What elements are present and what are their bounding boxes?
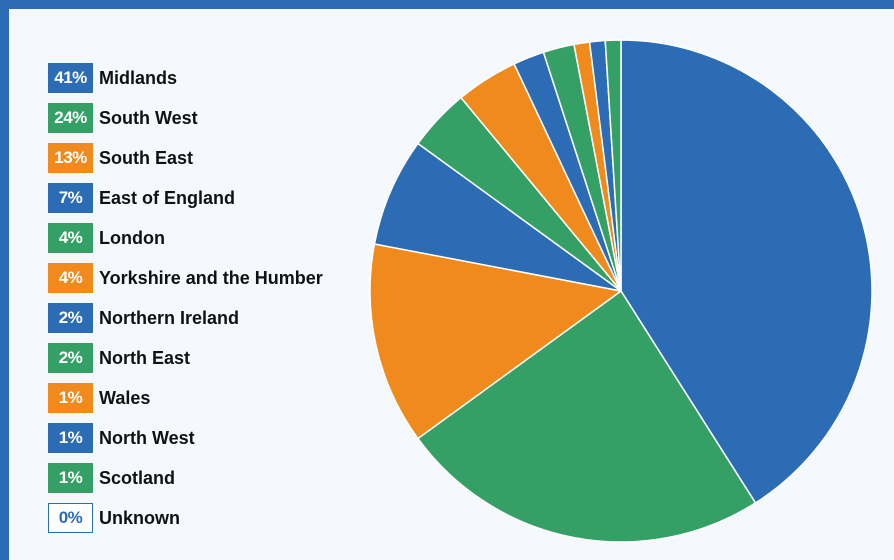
legend-label: Scotland [99,467,176,488]
legend-percentage: 24% [48,103,93,133]
legend-label: North East [99,347,191,368]
legend-item: 4% Yorkshire and the Humber [48,258,323,298]
pie-chart [369,39,873,543]
legend-percentage: 4% [48,263,93,293]
legend-percentage: 4% [48,223,93,253]
legend-percentage: 41% [48,63,93,93]
legend-item: 24% South West [48,98,323,138]
pie-slice-east-of-england [373,142,622,292]
legend-percentage: 1% [48,463,93,493]
legend-item: 41% Midlands [48,58,323,98]
legend-item: 7% East of England [48,178,323,218]
legend-label: Northern Ireland [99,307,240,328]
legend-percentage: 1% [48,423,93,453]
legend-item: 13% South East [48,138,323,178]
legend-label: Yorkshire and the Humber [99,267,323,288]
legend-item: 4% London [48,218,323,258]
legend-percentage: 2% [48,343,93,373]
legend-item: 1% North West [48,418,323,458]
legend-percentage: 2% [48,303,93,333]
pie-slice-scotland [604,39,622,292]
legend-label: North West [99,427,195,448]
legend-label: South East [99,147,194,168]
legend-percentage: 13% [48,143,93,173]
legend-label: London [99,227,165,248]
pie-slice-south-west [417,290,757,543]
legend-label: East of England [99,187,236,208]
legend-label: Unknown [99,507,180,528]
legend-label: South West [99,107,198,128]
legend-percentage: 1% [48,383,93,413]
legend-item: 1% Wales [48,378,323,418]
pie-slice-midlands [620,39,873,504]
legend-item: 2% Northern Ireland [48,298,323,338]
legend-item: 1% Scotland [48,458,323,498]
legend-item: 2% North East [48,338,323,378]
legend-percentage: 0% [48,503,93,533]
legend-label: Wales [99,387,151,408]
chart-legend: 41% Midlands 24% South West 13% South East 7% E… [48,58,323,538]
legend-label: Midlands [99,67,178,88]
pie-slice-south-east [369,243,622,440]
legend-item: 0% Unknown [48,498,323,538]
legend-percentage: 7% [48,183,93,213]
